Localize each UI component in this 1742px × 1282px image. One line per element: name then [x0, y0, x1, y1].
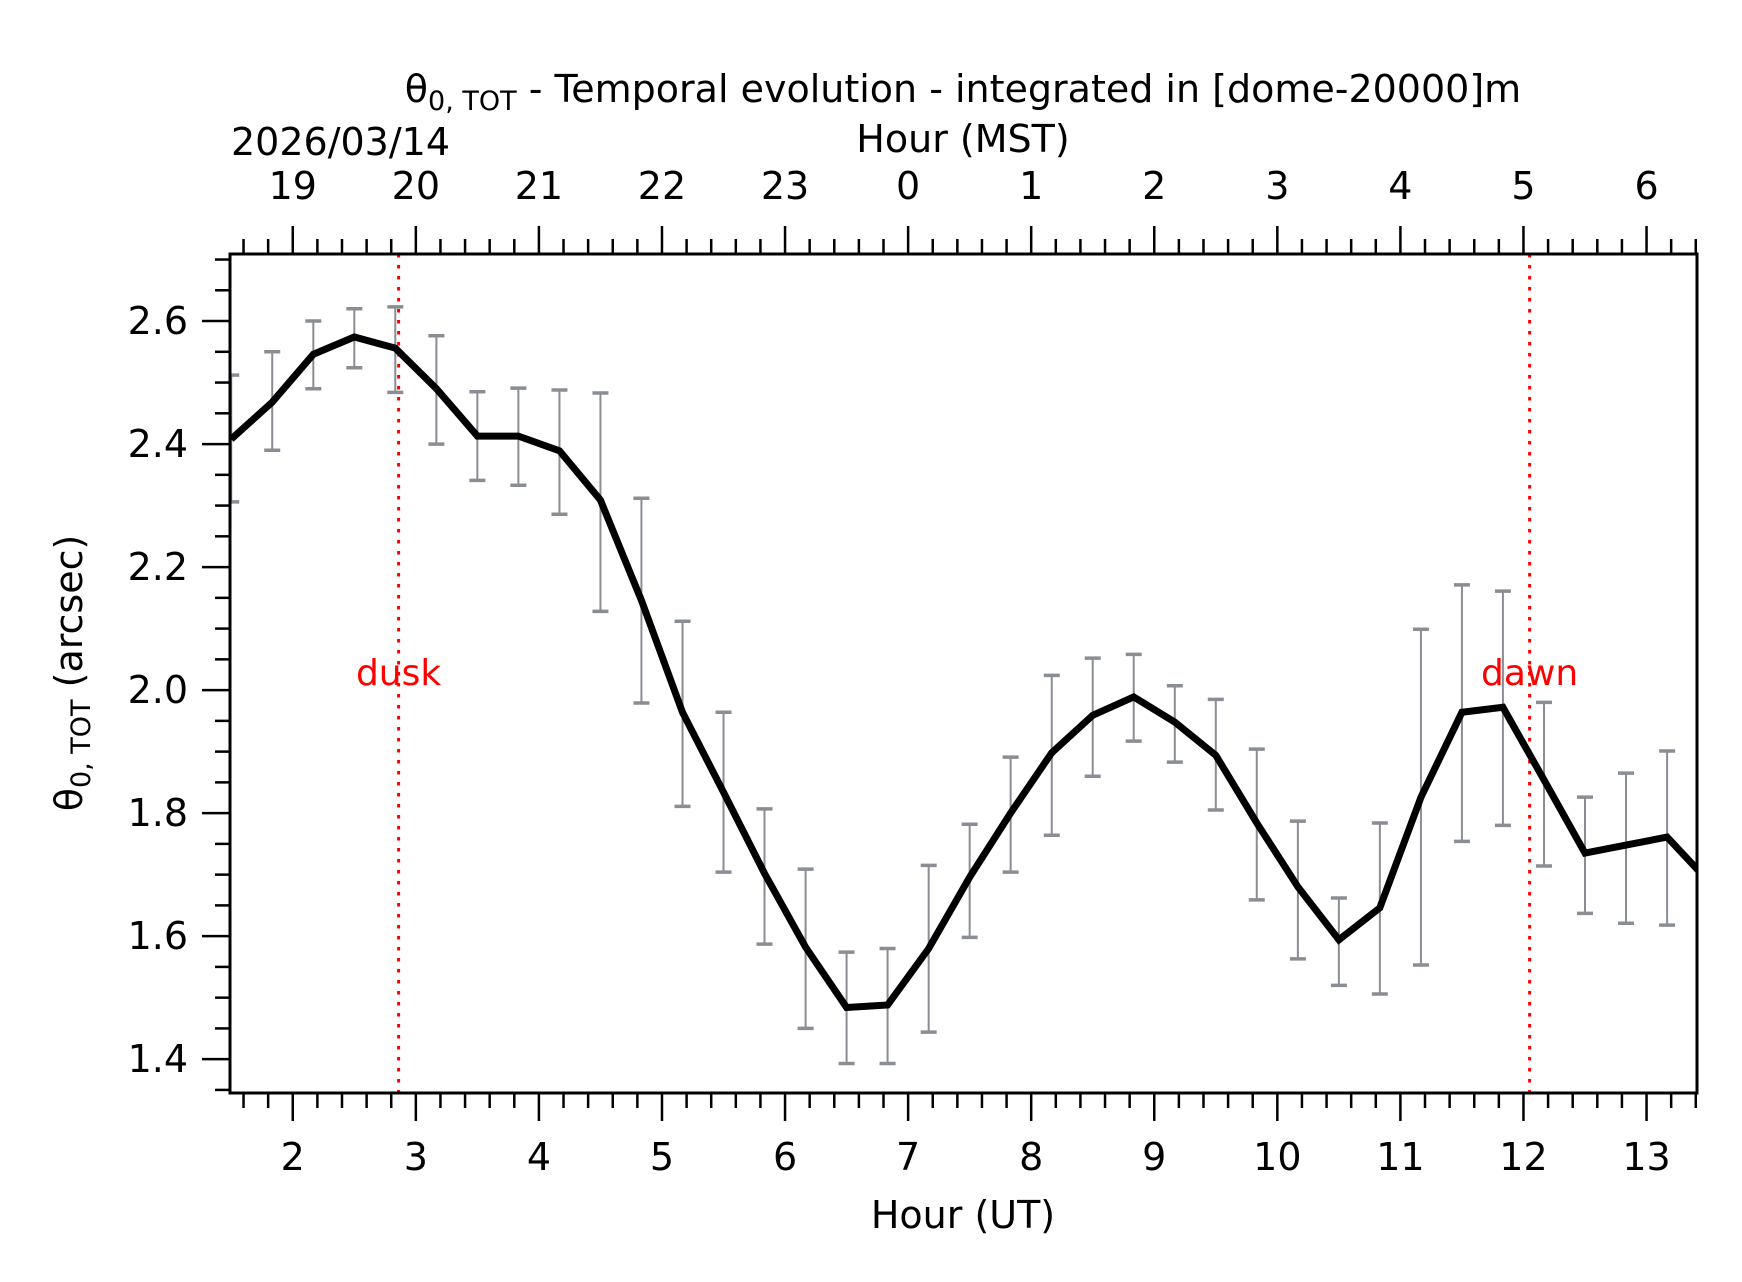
x-tick-label: 3	[404, 1135, 428, 1179]
x2-axis-label: Hour (MST)	[856, 117, 1069, 161]
x-tick-label: 5	[650, 1135, 674, 1179]
event-markers	[397, 254, 1532, 1093]
y-tick-label: 1.6	[128, 914, 188, 958]
x-tick-label: 2	[281, 1135, 305, 1179]
y-tick-label: 2.0	[128, 668, 188, 712]
x2-tick-label: 0	[896, 164, 920, 208]
y-tick-label: 1.4	[128, 1037, 188, 1081]
series-line-layer	[230, 333, 1697, 1012]
title-rest: - Temporal evolution - integrated in [do…	[517, 67, 1522, 111]
event-marker-labels: dusk dawn	[356, 653, 1578, 694]
x-tick-label: 9	[1142, 1135, 1166, 1179]
x-tick-label: 6	[773, 1135, 797, 1179]
x2-tick-label: 4	[1388, 164, 1412, 208]
title-symbol: θ	[405, 67, 428, 111]
date-label: 2026/03/14	[231, 120, 450, 164]
x-tick-label: 12	[1499, 1135, 1547, 1179]
x2-tick-label: 20	[392, 164, 440, 208]
x-tick-label: 13	[1622, 1135, 1670, 1179]
title-subscript: 0, TOT	[428, 86, 517, 117]
dusk-label: dusk	[356, 653, 441, 694]
y-axis-label: θ0, TOT (arcsec)	[47, 535, 97, 812]
x2-tick-label: 22	[638, 164, 686, 208]
ylabel-rest: (arcsec)	[47, 535, 91, 700]
ylabel-subscript: 0, TOT	[66, 699, 97, 788]
x2-tick-label: 23	[761, 164, 809, 208]
x2-tick-label: 2	[1142, 164, 1166, 208]
x2-tick-label: 19	[269, 164, 317, 208]
x2-tick-label: 1	[1019, 164, 1043, 208]
x-tick-label: 11	[1376, 1135, 1424, 1179]
x-tick-label: 4	[527, 1135, 551, 1179]
x2-tick-label: 3	[1265, 164, 1289, 208]
x-tick-label: 7	[896, 1135, 920, 1179]
x-tick-label: 10	[1253, 1135, 1301, 1179]
dawn-label: dawn	[1481, 653, 1578, 694]
x2-tick-label: 5	[1511, 164, 1535, 208]
chart-title: θ0, TOT - Temporal evolution - integrate…	[405, 67, 1521, 117]
x2-tick-label: 21	[515, 164, 563, 208]
x2-tick-label: 6	[1634, 164, 1658, 208]
plot-frame	[228, 252, 1699, 1095]
x-axis-label: Hour (UT)	[871, 1193, 1055, 1237]
ylabel-symbol: θ	[47, 788, 91, 811]
x-tick-label: 8	[1019, 1135, 1043, 1179]
y-tick-label: 2.6	[128, 299, 188, 343]
axis-ticks	[202, 226, 1698, 1121]
y-tick-label: 1.8	[128, 791, 188, 835]
y-tick-label: 2.2	[128, 545, 188, 589]
y-tick-label: 2.4	[128, 422, 188, 466]
